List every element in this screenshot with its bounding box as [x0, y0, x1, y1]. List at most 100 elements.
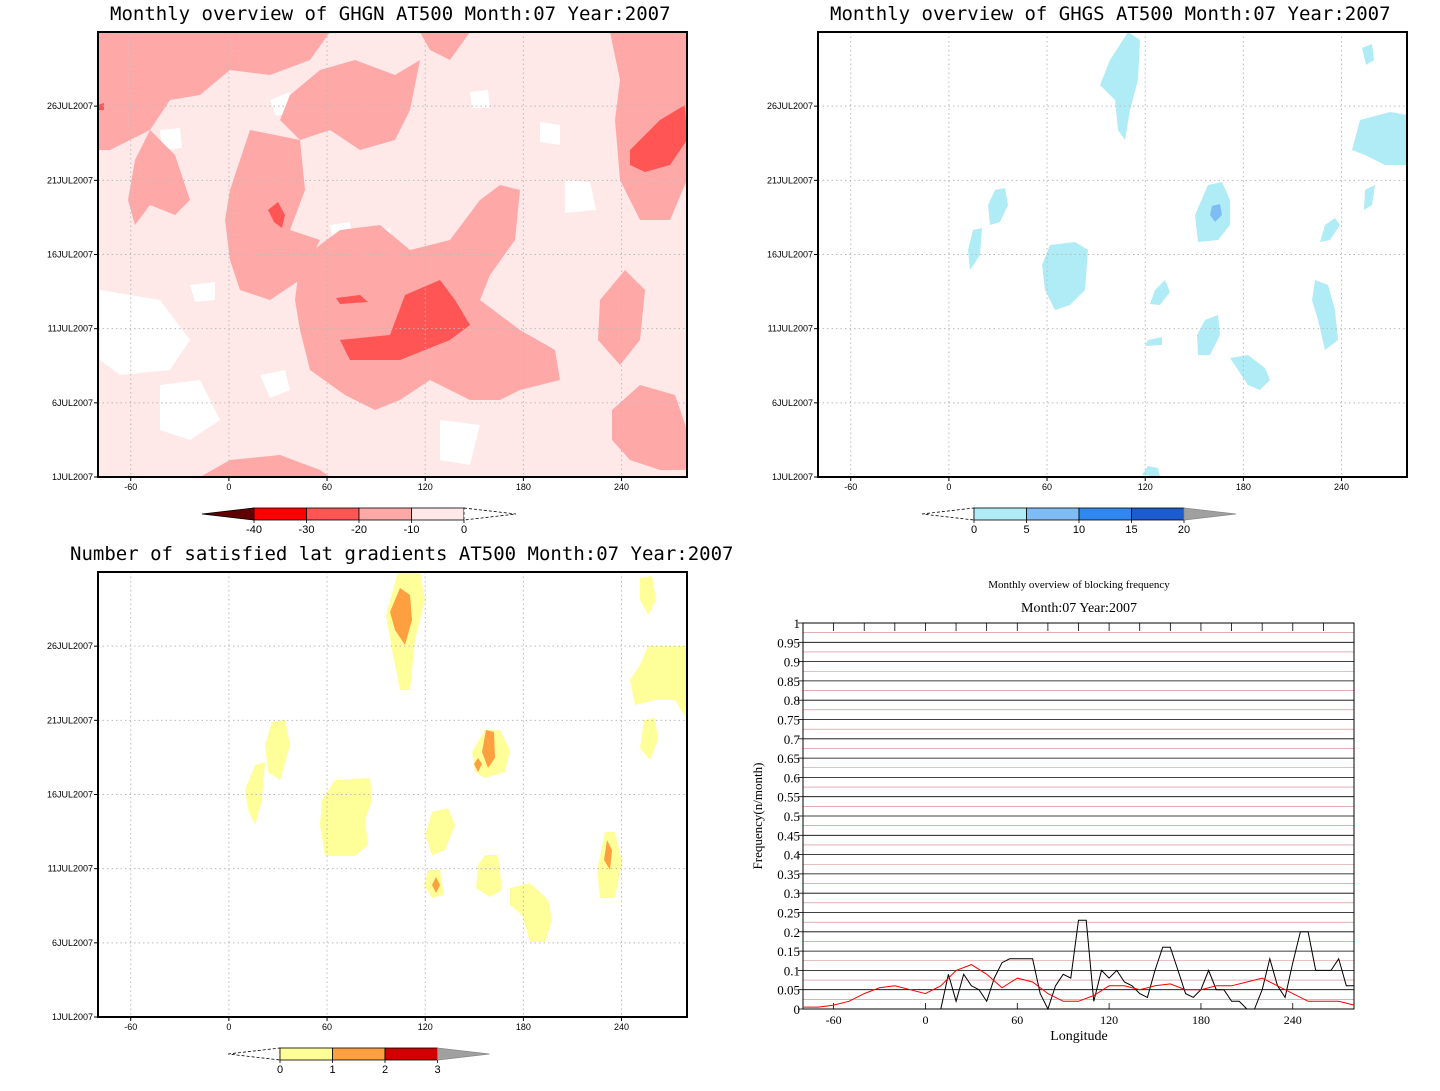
x-tick-label: 240 [1334, 482, 1349, 492]
colorbar-triangle [201, 507, 255, 521]
y-tick-label: 21JUL2007 [767, 175, 813, 185]
y-tick-label: 16JUL2007 [767, 250, 813, 260]
y-tick-label: 0.3 [784, 886, 800, 901]
p4-gridlines: 0 0.05 0.1 0.15 0.2 0.25 0.3 0.35 0.4 0.45 0.5 0.55… [777, 616, 1355, 1027]
colorbar-label: 0 [971, 524, 977, 536]
x-tick-label: 60 [322, 482, 332, 492]
colorbar-swatch [1026, 507, 1080, 521]
colorbar-swatch [332, 1047, 386, 1061]
latgrad-colorbar: 0 1 2 3 [227, 1047, 490, 1076]
y-tick-label: 0.85 [777, 674, 800, 689]
colorbar-triangle [921, 507, 975, 521]
x-tick-label: 60 [1042, 482, 1052, 492]
colorbar-triangle [227, 1047, 281, 1061]
x-tick-label: 180 [516, 1022, 531, 1032]
plot-frame [817, 31, 1408, 478]
x-tick-label: 240 [1284, 1013, 1302, 1027]
colorbar-label: 1 [329, 1064, 335, 1076]
y-tick-label: 16JUL2007 [47, 250, 93, 260]
x-tick-label: 0 [922, 1013, 928, 1027]
y-tick-label: 0.9 [784, 655, 800, 670]
p4-title: Monthly overview of blocking frequency [988, 579, 1170, 591]
p4-xlabel: Longitude [1050, 1029, 1108, 1044]
y-tick-label: 0.1 [784, 963, 800, 978]
colorbar-label: 0 [277, 1064, 283, 1076]
colorbar-label: 15 [1125, 524, 1137, 536]
y-tick-label: 1JUL2007 [52, 472, 93, 482]
y-tick-label: 1JUL2007 [52, 1012, 93, 1022]
colorbar-label: 0 [461, 524, 467, 536]
latgrad-grid: -60 0 60 120 180 240 1JUL2007 6JUL2007 11JUL2007… [47, 571, 688, 1032]
colorbar-label: -40 [246, 524, 262, 536]
y-tick-label: 0.5 [784, 809, 800, 824]
y-tick-label: 0.7 [784, 732, 801, 747]
y-tick-label: 6JUL2007 [772, 398, 813, 408]
y-tick-label: 0.25 [777, 906, 800, 921]
y-tick-label: 21JUL2007 [47, 715, 93, 725]
p4-series [803, 919, 1355, 1011]
y-tick-label: 26JUL2007 [47, 101, 93, 111]
x-tick-label: 180 [516, 482, 531, 492]
x-tick-label: 180 [1192, 1013, 1210, 1027]
x-tick-label: -60 [124, 1022, 137, 1032]
y-tick-label: 26JUL2007 [47, 641, 93, 651]
ghgs-grid: -60 0 60 120 180 240 1JUL2007 6JUL2007 11JUL2007… [767, 31, 1408, 492]
colorbar-swatch [411, 507, 465, 521]
blocking-frequency-chart: Monthly overview of blocking frequency M… [750, 579, 1355, 1044]
colorbar-label: 5 [1023, 524, 1029, 536]
y-tick-label: 0.45 [777, 828, 800, 843]
panel3-title: Number of satisfied lat gradients AT500 … [70, 543, 734, 565]
colorbar-triangle [463, 507, 517, 521]
colorbar-triangle [1183, 507, 1237, 521]
y-tick-label: 11JUL2007 [768, 324, 813, 334]
ghgn-colorbar: -40 -30 -20 -10 0 [201, 507, 517, 536]
colorbar-swatch [384, 1047, 438, 1061]
series-line-red [803, 964, 1355, 1008]
colorbar-label: 20 [1178, 524, 1190, 536]
x-tick-label: 60 [1011, 1013, 1023, 1027]
panel1-title: Monthly overview of GHGN AT500 Month:07 … [110, 3, 671, 25]
x-tick-label: 120 [1138, 482, 1153, 492]
x-tick-label: 0 [946, 482, 951, 492]
ghgs-colorbar: 0 5 10 15 20 [921, 507, 1237, 536]
colorbar-label: 3 [434, 1064, 440, 1076]
colorbar-label: -30 [299, 524, 315, 536]
y-tick-label: 0.55 [777, 790, 800, 805]
y-tick-label: 0.65 [777, 751, 800, 766]
y-tick-label: 6JUL2007 [52, 398, 93, 408]
y-tick-label: 0.8 [784, 693, 800, 708]
x-tick-label: 240 [614, 1022, 629, 1032]
y-tick-label: 26JUL2007 [767, 101, 813, 111]
ghgn-grid: -60 0 60 120 180 240 1JUL2007 6JUL2007 11JUL2007… [47, 31, 688, 492]
ghgn-field [98, 32, 687, 477]
y-tick-label: 21JUL2007 [47, 175, 93, 185]
x-tick-label: -60 [124, 482, 137, 492]
colorbar-label: -20 [351, 524, 367, 536]
y-tick-label: 1JUL2007 [772, 472, 813, 482]
x-tick-label: 60 [322, 1022, 332, 1032]
colorbar-swatch [1131, 507, 1185, 521]
y-tick-label: 11JUL2007 [48, 324, 93, 334]
y-tick-label: 0.15 [777, 944, 800, 959]
x-tick-label: 0 [226, 1022, 231, 1032]
y-tick-label: 11JUL2007 [48, 864, 93, 874]
colorbar-swatch [358, 507, 412, 521]
series-line-black [803, 919, 1354, 1011]
plot-frame [97, 571, 688, 1018]
p4-ylabel: Frequency(n/month) [750, 763, 765, 870]
colorbar-swatch [253, 507, 307, 521]
y-tick-label: 0.4 [784, 848, 801, 863]
panel2-title: Monthly overview of GHGS AT500 Month:07 … [830, 3, 1391, 25]
x-tick-label: 120 [1100, 1013, 1118, 1027]
colorbar-label: 2 [382, 1064, 388, 1076]
y-tick-label: 0.95 [777, 635, 800, 650]
x-tick-label: 180 [1236, 482, 1251, 492]
p4-subtitle: Month:07 Year:2007 [1021, 601, 1137, 616]
colorbar-triangle [437, 1047, 490, 1061]
y-tick-label: 16JUL2007 [47, 790, 93, 800]
x-tick-label: 240 [614, 482, 629, 492]
colorbar-label: 10 [1073, 524, 1085, 536]
x-tick-label: 120 [418, 1022, 433, 1032]
colorbar-label: -10 [404, 524, 420, 536]
